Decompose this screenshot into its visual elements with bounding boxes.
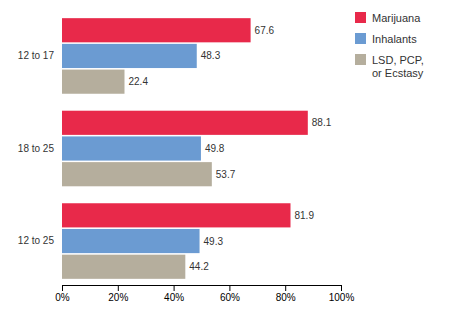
bars bbox=[62, 18, 308, 279]
data-label: 88.1 bbox=[312, 117, 332, 128]
legend-item: Inhalants bbox=[355, 33, 417, 45]
x-tick-mark bbox=[118, 285, 119, 291]
y-tick: 18 to 25 bbox=[18, 143, 55, 154]
data-label: 49.3 bbox=[204, 236, 224, 247]
x-tick-label: 100% bbox=[329, 292, 355, 303]
chart: 67.6 88.1 81.9 48.3 49.8 49.3 22.4 53.7 44.2 0% 20… bbox=[0, 0, 470, 315]
legend-swatch bbox=[355, 33, 366, 44]
legend-item: LSD, PCP,or Ecstasy bbox=[355, 54, 424, 79]
legend-swatch bbox=[355, 12, 366, 23]
legend-label: Marijuana bbox=[372, 12, 421, 24]
legend-label: Inhalants bbox=[372, 33, 417, 45]
x-tick-label: 40% bbox=[164, 292, 184, 303]
legend: Marijuana Inhalants LSD, PCP,or Ecstasy bbox=[355, 12, 424, 79]
x-tick-label: 80% bbox=[276, 292, 296, 303]
x-tick: 100% bbox=[329, 285, 355, 303]
x-tick: 20% bbox=[108, 285, 128, 303]
legend-swatch bbox=[355, 54, 366, 65]
bar bbox=[62, 203, 291, 227]
x-tick: 40% bbox=[164, 285, 184, 303]
data-label: 67.6 bbox=[255, 25, 275, 36]
x-tick-label: 0% bbox=[55, 292, 70, 303]
y-axis: 12 to 17 18 to 25 12 to 25 bbox=[18, 50, 55, 246]
bar bbox=[62, 255, 185, 279]
x-tick-mark bbox=[285, 285, 286, 291]
x-tick: 60% bbox=[220, 285, 240, 303]
x-tick-mark bbox=[341, 285, 342, 291]
bar bbox=[62, 44, 197, 68]
data-label: 44.2 bbox=[189, 261, 209, 272]
data-labels: 67.6 88.1 81.9 48.3 49.8 49.3 22.4 53.7 44.2 bbox=[128, 25, 331, 272]
bar bbox=[62, 111, 308, 135]
x-axis-line bbox=[63, 286, 342, 292]
category-label: 12 to 17 bbox=[18, 50, 55, 61]
data-label: 81.9 bbox=[295, 210, 315, 221]
y-tick: 12 to 25 bbox=[18, 235, 55, 246]
x-tick-mark bbox=[174, 285, 175, 291]
legend-label: LSD, PCP,or Ecstasy bbox=[372, 54, 424, 79]
x-tick-mark bbox=[229, 285, 230, 291]
data-label: 22.4 bbox=[128, 76, 148, 87]
y-tick: 12 to 17 bbox=[18, 50, 55, 61]
bar bbox=[62, 162, 212, 186]
data-label: 48.3 bbox=[201, 50, 221, 61]
bar bbox=[62, 18, 251, 42]
data-label: 49.8 bbox=[205, 143, 225, 154]
x-axis: 0% 20% 40% 60% 80% 100% bbox=[55, 285, 354, 303]
category-label: 12 to 25 bbox=[18, 235, 55, 246]
bar bbox=[62, 136, 201, 160]
x-tick: 80% bbox=[276, 285, 296, 303]
category-label: 18 to 25 bbox=[18, 143, 55, 154]
bar bbox=[62, 229, 200, 253]
bar bbox=[62, 70, 124, 94]
x-tick-mark bbox=[62, 285, 63, 291]
plot: 67.6 88.1 81.9 48.3 49.8 49.3 22.4 53.7 44.2 0% 20… bbox=[18, 18, 355, 303]
x-tick-label: 20% bbox=[108, 292, 128, 303]
x-tick-label: 60% bbox=[220, 292, 240, 303]
legend-item: Marijuana bbox=[355, 12, 421, 24]
x-tick: 0% bbox=[55, 285, 70, 303]
data-label: 53.7 bbox=[216, 169, 236, 180]
